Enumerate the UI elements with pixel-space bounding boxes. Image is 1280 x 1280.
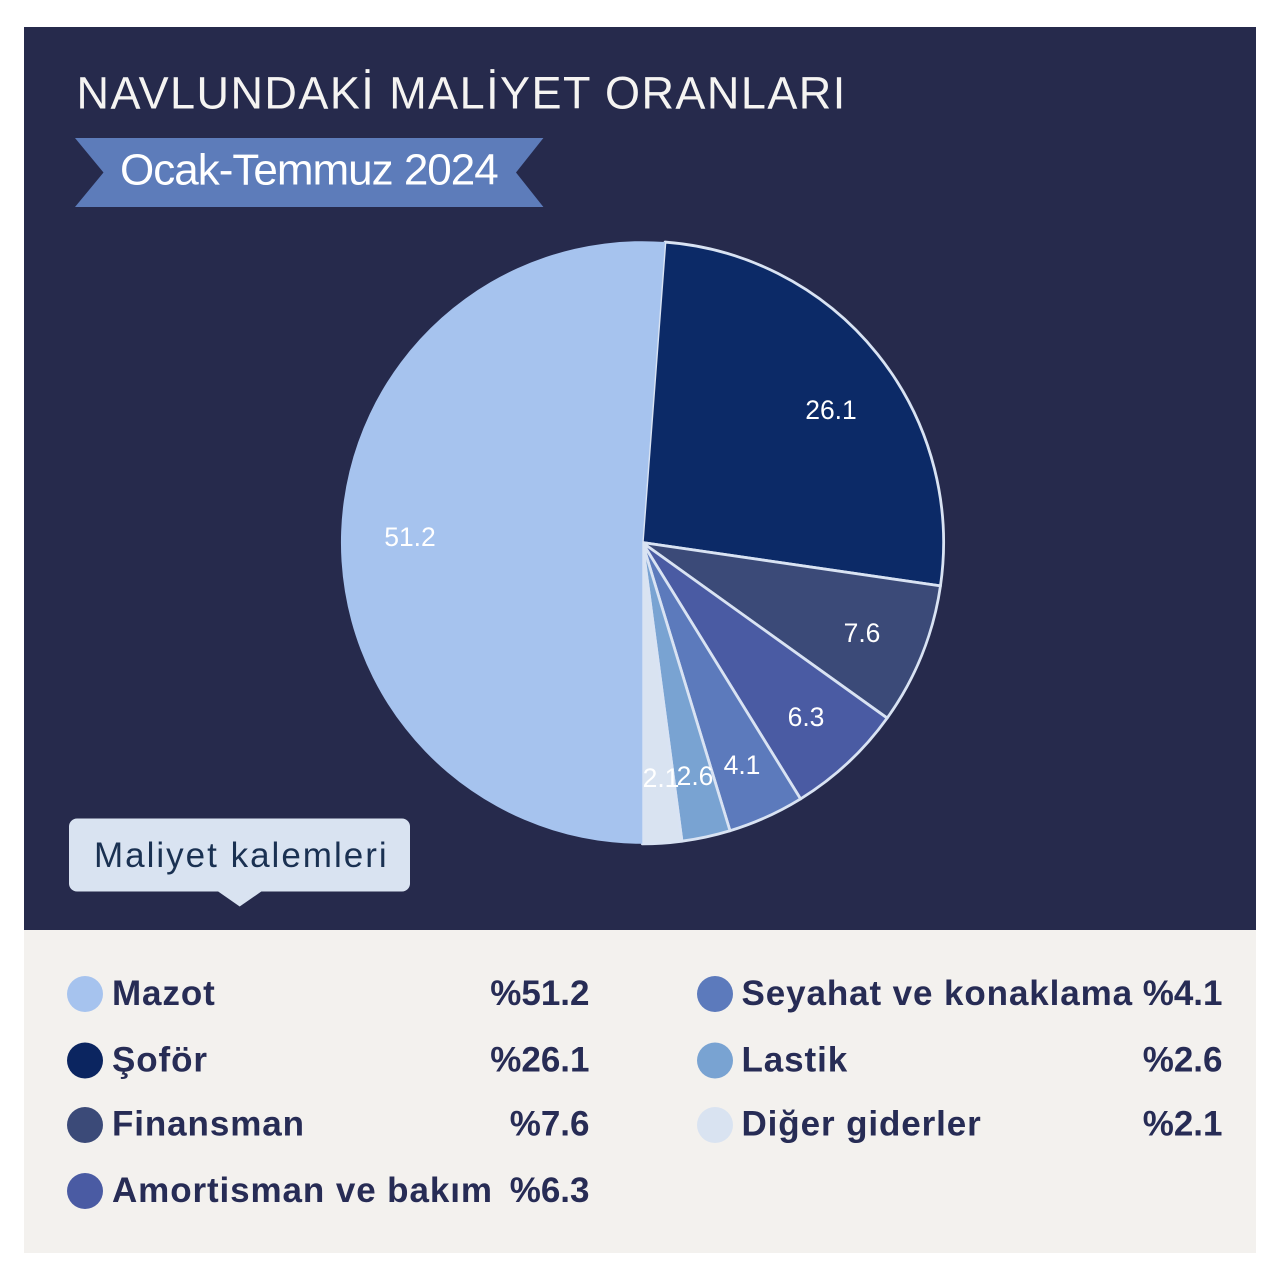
svg-text:7.6: 7.6 xyxy=(844,618,881,648)
svg-text:Amortisman ve bakım: Amortisman ve bakım xyxy=(112,1171,493,1210)
svg-text:%26.1: %26.1 xyxy=(490,1041,589,1080)
svg-text:Ocak-Temmuz 2024: Ocak-Temmuz 2024 xyxy=(120,146,498,195)
svg-text:Mazot: Mazot xyxy=(112,974,216,1013)
svg-text:NAVLUNDAKİ MALİYET ORANLARI: NAVLUNDAKİ MALİYET ORANLARI xyxy=(77,68,847,119)
svg-text:%2.1: %2.1 xyxy=(1143,1105,1223,1144)
svg-text:%51.2: %51.2 xyxy=(490,974,589,1013)
svg-text:2.6: 2.6 xyxy=(677,761,714,791)
svg-text:%6.3: %6.3 xyxy=(510,1171,590,1210)
svg-text:Şoför: Şoför xyxy=(112,1041,208,1080)
svg-text:26.1: 26.1 xyxy=(805,395,857,425)
svg-text:2.1: 2.1 xyxy=(643,763,680,793)
svg-text:Maliyet kalemleri: Maliyet kalemleri xyxy=(94,836,389,875)
svg-text:Lastik: Lastik xyxy=(742,1041,849,1080)
svg-text:Seyahat ve konaklama: Seyahat ve konaklama xyxy=(742,974,1134,1013)
svg-text:51.2: 51.2 xyxy=(384,522,436,552)
svg-text:4.1: 4.1 xyxy=(724,750,761,780)
svg-text:%4.1: %4.1 xyxy=(1143,974,1223,1013)
svg-text:%2.6: %2.6 xyxy=(1143,1041,1223,1080)
svg-text:Diğer giderler: Diğer giderler xyxy=(742,1105,982,1144)
svg-text:%7.6: %7.6 xyxy=(510,1105,590,1144)
svg-text:6.3: 6.3 xyxy=(788,702,825,732)
svg-text:Finansman: Finansman xyxy=(112,1105,305,1144)
